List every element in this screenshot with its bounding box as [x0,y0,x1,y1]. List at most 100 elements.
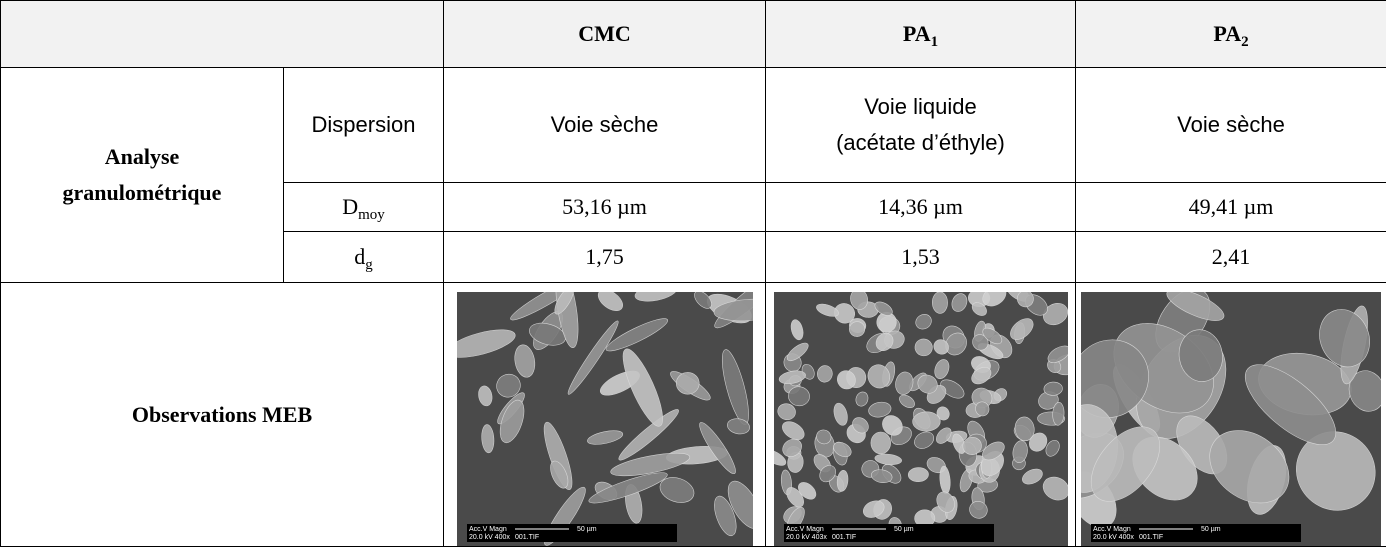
text: Voie liquide [864,94,977,119]
particle [1296,431,1376,511]
cell: 1,75 [443,231,766,283]
particle [1051,402,1064,426]
particle [1166,292,1225,321]
particle [713,495,736,537]
info-text: 001.TIF [1139,534,1163,541]
particle [1042,476,1068,501]
particle [1178,329,1223,382]
cell: Voie liquide (acétate d’éthyle) [765,67,1076,183]
particle [618,409,679,461]
particle [605,318,668,352]
particle [917,374,938,394]
image-cell: Acc.V Magn 20.0 kV 400x 001.TIF 50 µm [443,282,766,547]
particle [787,386,810,407]
particle [456,329,516,358]
particle [1348,370,1381,412]
particle [833,402,848,426]
particle [554,292,574,315]
corner-cell [0,0,444,68]
particle [528,322,566,346]
particle [867,364,890,389]
image-cell: Acc.V Magn 20.0 kV 400x 001.TIF 50 µm [1075,282,1386,547]
particle [907,467,929,483]
particle [935,427,951,444]
particle [480,424,494,454]
cell: Voie sèche [443,67,766,183]
particle [911,411,941,432]
particle [836,469,848,492]
header-row: CMC PA 1 PA2 [0,0,1386,68]
row-label: Dmoy [283,182,444,232]
subscript: g [365,257,373,273]
particle [1047,345,1068,363]
particle [981,327,1002,345]
particle [1081,339,1149,418]
particle [1042,302,1068,326]
particle [815,429,831,445]
particle [1043,381,1063,396]
text: granulométrique [62,180,222,205]
particle [1028,432,1047,452]
particle [797,482,816,500]
particle [609,452,690,477]
particle [499,399,524,444]
particle [622,348,663,427]
text: (acétate d’éthyle) [836,130,1005,155]
particle [974,401,989,417]
particle [1209,430,1290,504]
particle [495,373,521,398]
dg-row: dg 1,75 1,53 2,41 [1,231,1386,283]
text: CMC [578,21,631,46]
cell: 14,36 µm [765,182,1076,232]
particle [1021,468,1043,485]
particle [509,292,581,321]
text: Voie sèche [550,112,659,137]
scale-text: 50 µm [577,526,597,533]
particle [675,372,699,395]
info-text: Acc.V Magn [786,526,824,533]
particle [914,338,933,357]
scale-text: 50 µm [894,526,914,533]
particle [588,472,668,504]
particle [939,379,964,399]
group-cell: Analyse granulométrique [0,67,284,283]
particle [818,465,836,483]
particle [881,415,903,436]
particle [874,301,893,316]
particle [970,367,991,385]
particle [698,422,736,475]
particle [567,320,619,395]
scale-text: 50 µm [1201,526,1221,533]
image-cell: Acc.V Magn 20.0 kV 403x 001.TIF 50 µm [765,282,1076,547]
info-text: 001.TIF [515,534,539,541]
particle [781,438,802,457]
particle [713,298,753,322]
particle [914,314,932,330]
particle [586,430,623,445]
particle [1012,440,1028,464]
particle [832,441,852,458]
text: PA [1213,21,1242,46]
particle [477,385,492,407]
particle [781,421,804,440]
row-label: dg [283,231,444,283]
subscript: 1 [930,34,939,50]
particle [597,292,623,311]
column-header: PA2 [1075,0,1386,68]
particle [693,292,712,309]
particle [659,477,694,503]
particle [1244,364,1337,445]
text: D [342,194,359,219]
particle [1045,439,1060,457]
particle [848,321,865,337]
particle [971,302,987,316]
text: Voie sèche [1177,112,1285,137]
particle [851,417,869,434]
text: Analyse [104,144,180,169]
particle [1009,318,1033,340]
particle [913,431,934,449]
